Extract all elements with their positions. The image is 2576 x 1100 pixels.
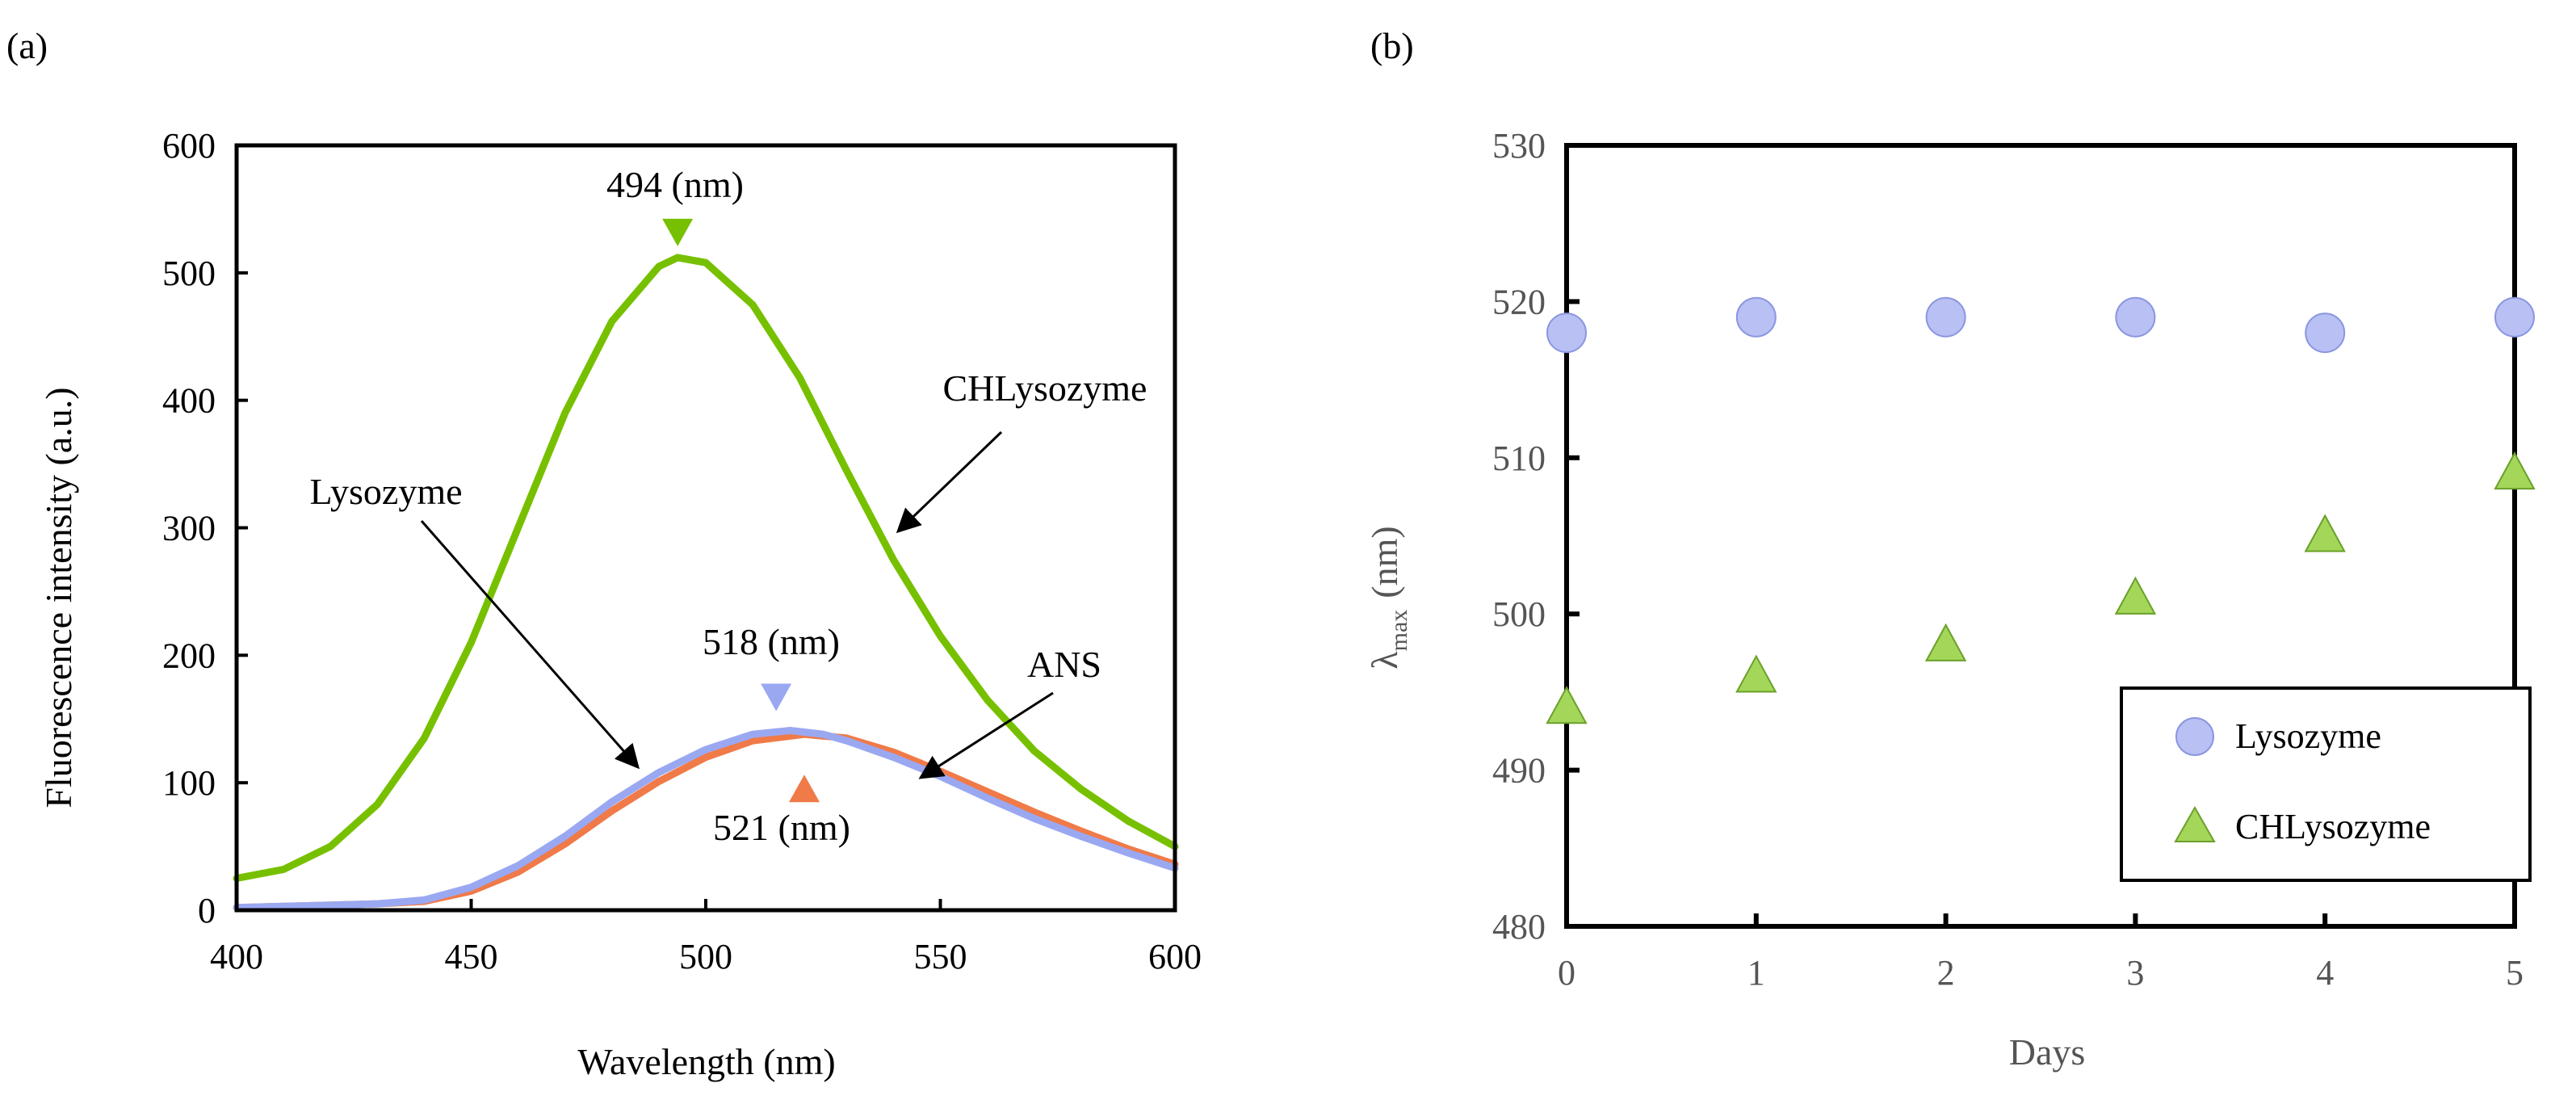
panel-b-x-axis-title: Days	[2009, 1031, 2086, 1073]
panel-a: (a) 400 450 500 550 600 0 100 200 300 400 500 600 W…	[6, 25, 1202, 1082]
point-chlysozyme-day-1	[1735, 654, 1777, 693]
point-lysozyme-day-4	[2305, 313, 2346, 354]
b-x-tick-label-4: 4	[2316, 953, 2334, 993]
point-chlysozyme-day-4	[2304, 514, 2346, 552]
point-lysozyme-day-2	[1925, 296, 1966, 338]
y-tick-label-400: 400	[162, 381, 216, 421]
ylabel-unit: (nm)	[1364, 526, 1405, 598]
legend-marker-chlysozyme	[2174, 805, 2216, 842]
point-chlysozyme-day-5	[2494, 451, 2536, 490]
panel-b-label: (b)	[1370, 25, 1414, 66]
b-y-tick-label-490: 490	[1492, 751, 1546, 791]
series-line-lysozyme	[233, 727, 1179, 912]
ylabel-subscript: max	[1386, 610, 1412, 652]
panel-a-x-axis-title: Wavelength (nm)	[577, 1041, 835, 1082]
label-ans: ANS	[1027, 644, 1101, 685]
panel-a-y-axis-title: Fluorescence intensity (a.u.)	[38, 387, 79, 808]
point-chlysozyme-day-0	[1546, 686, 1588, 724]
y-tick-label-500: 500	[162, 254, 216, 293]
b-x-tick-label-3: 3	[2126, 953, 2144, 993]
b-x-tick-label-5: 5	[2506, 953, 2524, 993]
point-lysozyme-day-5	[2494, 296, 2535, 338]
x-tick-label-400: 400	[210, 937, 263, 976]
y-tick-label-200: 200	[162, 636, 216, 675]
b-x-tick-label-1: 1	[1747, 953, 1765, 993]
legend-label-chlysozyme: CHLysozyme	[2235, 807, 2431, 846]
x-tick-label-450: 450	[445, 937, 498, 976]
legend-label-lysozyme: Lysozyme	[2235, 716, 2381, 756]
b-x-tick-label-0: 0	[1558, 953, 1575, 993]
peak-marker-521	[789, 775, 820, 803]
b-y-tick-label-510: 510	[1492, 439, 1546, 478]
b-y-tick-label-480: 480	[1492, 907, 1546, 947]
x-tick-label-550: 550	[914, 937, 967, 976]
annotation-518: 518 (nm)	[703, 621, 840, 662]
point-chlysozyme-day-2	[1924, 623, 1967, 661]
b-y-tick-label-520: 520	[1492, 282, 1546, 321]
point-lysozyme-day-1	[1735, 296, 1777, 338]
annotation-494: 494 (nm)	[606, 164, 744, 205]
ylabel-lambda: λ	[1364, 651, 1405, 670]
panel-b-plot-area: 0 1 2 3 4 5 480 490 500 510 520 530	[1492, 126, 2536, 993]
point-lysozyme-day-3	[2115, 296, 2156, 338]
b-y-tick-label-530: 530	[1492, 126, 1546, 166]
b-y-tick-label-500: 500	[1492, 594, 1546, 634]
panel-a-plot-area: 400 450 500 550 600 0 100 200 300 400 500 600	[162, 126, 1202, 976]
x-tick-label-600: 600	[1148, 937, 1202, 976]
series-line-chlysozyme	[233, 254, 1179, 882]
label-chlysozyme: CHLysozyme	[943, 367, 1147, 409]
panel-a-label: (a)	[6, 25, 48, 66]
legend: Lysozyme CHLysozyme	[2120, 686, 2532, 882]
label-lysozyme: Lysozyme	[309, 471, 462, 512]
y-tick-label-100: 100	[162, 763, 216, 803]
y-tick-label-0: 0	[198, 891, 216, 930]
svg-text:λmax(nm): λmax (nm)	[1364, 526, 1412, 669]
panel-b-frame	[1564, 143, 2517, 929]
point-chlysozyme-day-3	[2114, 576, 2157, 615]
panel-b-y-axis-title: λmax (nm)	[1364, 526, 1412, 669]
arrow-chlysozyme	[896, 430, 1003, 534]
point-lysozyme-day-0	[1546, 313, 1587, 354]
y-tick-label-300: 300	[162, 509, 216, 548]
peak-marker-518	[761, 683, 792, 712]
x-tick-label-500: 500	[679, 937, 732, 976]
peak-marker-494	[662, 218, 694, 246]
annotation-521: 521 (nm)	[713, 807, 850, 848]
arrow-ans	[918, 691, 1054, 779]
legend-marker-lysozyme	[2175, 717, 2214, 756]
y-tick-label-600: 600	[162, 126, 216, 166]
b-x-tick-label-2: 2	[1937, 953, 1955, 993]
panel-b: (b) 0 1 2 3 4 5 480 490 500 510 520 530 Days λmax (n…	[1364, 25, 2536, 1073]
arrow-lysozyme	[420, 520, 640, 770]
